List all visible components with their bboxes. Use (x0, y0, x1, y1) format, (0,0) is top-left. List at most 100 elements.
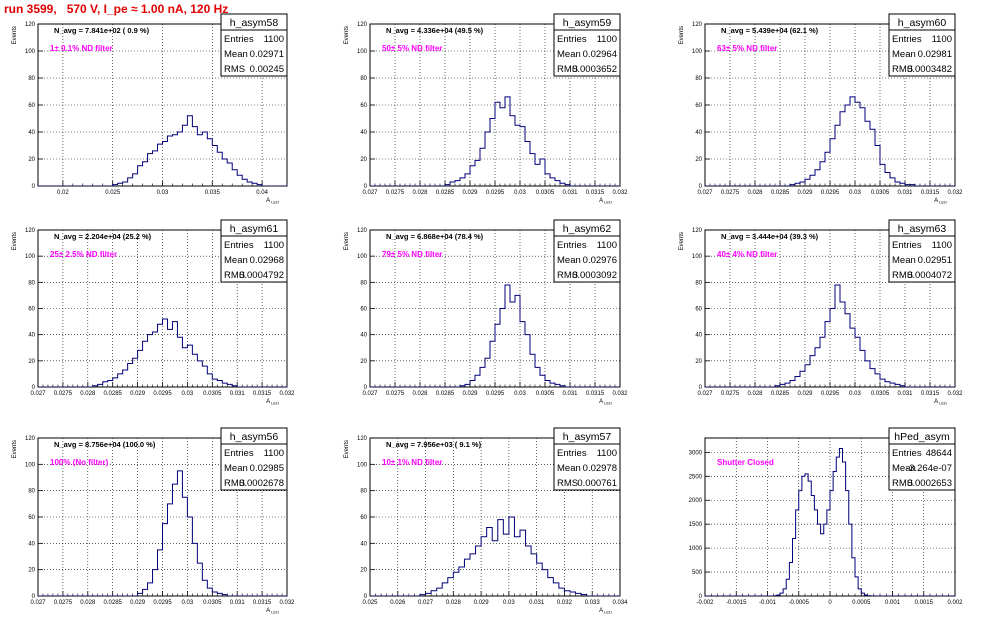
stats-value: 0.02985 (250, 463, 284, 474)
x-tick-label: 0.04 (256, 190, 268, 196)
histogram-panel-h_asym63: 0.027 0.0275 0.028 0.0285 0.029 0.0295 0.03 0.0… (679, 219, 963, 406)
y-tick-label: 80 (695, 76, 702, 82)
y-tick-label: 80 (28, 489, 35, 495)
x-tick-label: 0.0275 (721, 391, 740, 397)
stats-label: Entries (224, 34, 254, 45)
y-tick-label: 120 (357, 22, 368, 28)
stats-label: RMS (224, 478, 245, 489)
x-tick-label: 0.0275 (54, 600, 73, 606)
x-tick-label: -0.002 (696, 600, 714, 606)
histogram-panel-h_asym59: 0.027 0.0275 0.028 0.0285 0.029 0.0295 0.03 0.0… (344, 13, 628, 205)
histogram-panel-h_asym57: 0.025 0.026 0.027 0.028 0.029 0.03 0.031 0.032 0… (344, 427, 628, 615)
stats-title: h_asym63 (898, 223, 947, 235)
x-axis-label: A LED (266, 198, 279, 205)
y-tick-label: 100 (692, 254, 703, 260)
histogram-series (705, 284, 955, 387)
x-tick-label: 0.028 (412, 391, 428, 397)
x-axis-label: A LED (599, 198, 612, 205)
y-axis-label: Events (12, 232, 18, 250)
x-tick-label: 0.032 (557, 600, 573, 606)
x-tick-label: 0.0295 (821, 391, 840, 397)
y-axis-label: Events (12, 26, 18, 44)
x-tick-label: 0.0275 (54, 391, 73, 397)
x-tick-label: 0.032 (279, 391, 295, 397)
x-tick-label: -0.0015 (726, 600, 747, 606)
y-tick-label: 20 (695, 157, 702, 163)
histogram-panel-h_asym62: 0.027 0.0275 0.028 0.0285 0.029 0.0295 0.03 0.0… (344, 219, 628, 406)
y-tick-label: 80 (28, 76, 35, 82)
stats-label: Mean (892, 49, 916, 60)
stats-label: Mean (224, 463, 248, 474)
y-tick-label: 0 (699, 184, 703, 190)
y-tick-label: 20 (695, 359, 702, 365)
stats-value: 48644 (926, 448, 952, 459)
stats-value: 0.02968 (250, 255, 284, 266)
x-tick-label: 0.025 (105, 190, 121, 196)
stats-label: RMS (557, 270, 578, 281)
x-tick-label: 0.027 (418, 600, 434, 606)
x-tick-label: 0.0285 (436, 391, 455, 397)
filter-label: 79± 5% ND filter (382, 250, 442, 259)
y-tick-label: 60 (695, 103, 702, 109)
x-tick-label: 0.0315 (921, 190, 940, 196)
y-tick-label: 100 (357, 49, 368, 55)
x-tick-label: 0.032 (612, 391, 628, 397)
x-tick-label: -0.0005 (789, 600, 810, 606)
stats-label: Mean (557, 255, 581, 266)
y-axis-label: Events (12, 440, 18, 458)
x-tick-label: 0.031 (897, 391, 913, 397)
y-tick-label: 60 (28, 515, 35, 521)
stats-value: 1100 (264, 448, 284, 459)
stats-title: h_asym62 (563, 223, 612, 235)
stats-value: 0.02976 (583, 255, 617, 266)
y-tick-label: 0 (32, 184, 36, 190)
x-tick-label: 0.0015 (915, 600, 934, 606)
x-tick-label: 0.025 (362, 600, 378, 606)
x-tick-label: 0.031 (562, 391, 578, 397)
y-tick-label: 1000 (689, 546, 703, 552)
y-tick-label: 100 (25, 462, 36, 468)
y-tick-label: 80 (28, 280, 35, 286)
y-tick-label: 0 (32, 594, 36, 600)
y-tick-label: 100 (357, 462, 368, 468)
stats-label: Mean (557, 49, 581, 60)
n-avg-annotation: N_avg = 4.336e+04 (49.5 %) (386, 26, 484, 35)
stats-title: hPed_asym (894, 431, 950, 443)
y-axis-label: Events (679, 26, 685, 44)
stats-value: 1100 (264, 240, 284, 251)
n-avg-annotation: N_avg = 7.841e+02 ( 0.9 %) (54, 26, 150, 35)
stats-value: 0.02971 (250, 49, 284, 60)
histogram-series (370, 96, 620, 186)
x-tick-label: 0.03 (182, 600, 194, 606)
page-title: run 3599, 570 V, I_pe ≈ 1.00 nA, 120 Hz (4, 2, 229, 16)
x-tick-label: 0.03 (514, 190, 526, 196)
stats-box (888, 219, 956, 283)
y-tick-label: 20 (360, 157, 367, 163)
stats-value: 1100 (264, 34, 284, 45)
stats-label: Mean (892, 255, 916, 266)
x-tick-label: 0.031 (897, 190, 913, 196)
y-tick-label: 0 (364, 594, 368, 600)
y-tick-label: 120 (357, 436, 368, 442)
y-axis-label: Events (344, 26, 350, 44)
stats-title: h_asym59 (563, 17, 612, 29)
stats-label: RMS (892, 478, 913, 489)
filter-label: 40± 4% ND filter (717, 250, 777, 259)
x-tick-label: 0.0295 (486, 190, 505, 196)
x-tick-label: 0.032 (612, 190, 628, 196)
x-tick-label: 0.032 (947, 391, 963, 397)
y-tick-label: 40 (695, 333, 702, 339)
stats-label: Entries (892, 240, 922, 251)
y-tick-label: 80 (360, 489, 367, 495)
stats-value: 0.0003092 (572, 270, 617, 281)
y-tick-label: 2500 (689, 474, 703, 480)
n-avg-annotation: N_avg = 5.439e+04 (62.1 %) (721, 26, 819, 35)
x-tick-label: 0.029 (474, 600, 490, 606)
stats-box (220, 13, 288, 77)
x-tick-label: 0.0315 (586, 391, 605, 397)
x-tick-label: -0.001 (759, 600, 777, 606)
histogram-series (705, 96, 955, 186)
x-tick-label: 0.0295 (153, 391, 172, 397)
x-tick-label: 0 (828, 600, 832, 606)
stats-label: RMS (224, 64, 245, 75)
